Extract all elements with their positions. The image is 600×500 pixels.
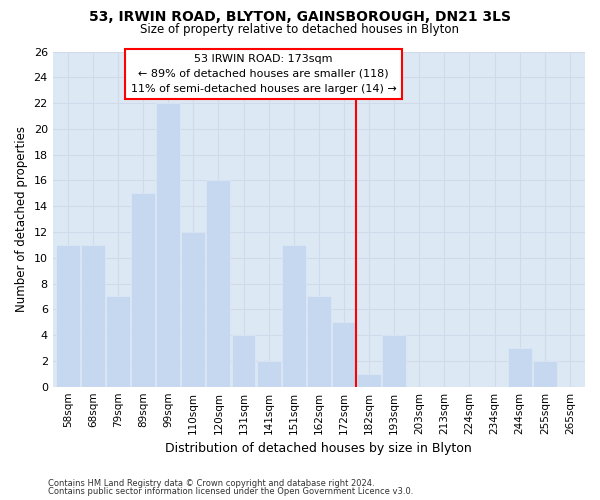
Bar — [533, 361, 557, 386]
Bar — [282, 245, 305, 386]
Bar — [206, 180, 230, 386]
Y-axis label: Number of detached properties: Number of detached properties — [15, 126, 28, 312]
Bar — [257, 361, 281, 386]
Text: Size of property relative to detached houses in Blyton: Size of property relative to detached ho… — [140, 22, 460, 36]
Text: Contains public sector information licensed under the Open Government Licence v3: Contains public sector information licen… — [48, 487, 413, 496]
X-axis label: Distribution of detached houses by size in Blyton: Distribution of detached houses by size … — [166, 442, 472, 455]
Bar — [131, 194, 155, 386]
Bar — [357, 374, 381, 386]
Bar — [508, 348, 532, 387]
Bar — [81, 245, 105, 386]
Bar — [232, 335, 256, 386]
Text: 53, IRWIN ROAD, BLYTON, GAINSBOROUGH, DN21 3LS: 53, IRWIN ROAD, BLYTON, GAINSBOROUGH, DN… — [89, 10, 511, 24]
Bar — [106, 296, 130, 386]
Bar — [382, 335, 406, 386]
Bar — [332, 322, 356, 386]
Text: 53 IRWIN ROAD: 173sqm
← 89% of detached houses are smaller (118)
11% of semi-det: 53 IRWIN ROAD: 173sqm ← 89% of detached … — [131, 54, 397, 94]
Bar — [56, 245, 80, 386]
Bar — [181, 232, 205, 386]
Bar — [307, 296, 331, 386]
Bar — [156, 103, 180, 387]
Text: Contains HM Land Registry data © Crown copyright and database right 2024.: Contains HM Land Registry data © Crown c… — [48, 478, 374, 488]
